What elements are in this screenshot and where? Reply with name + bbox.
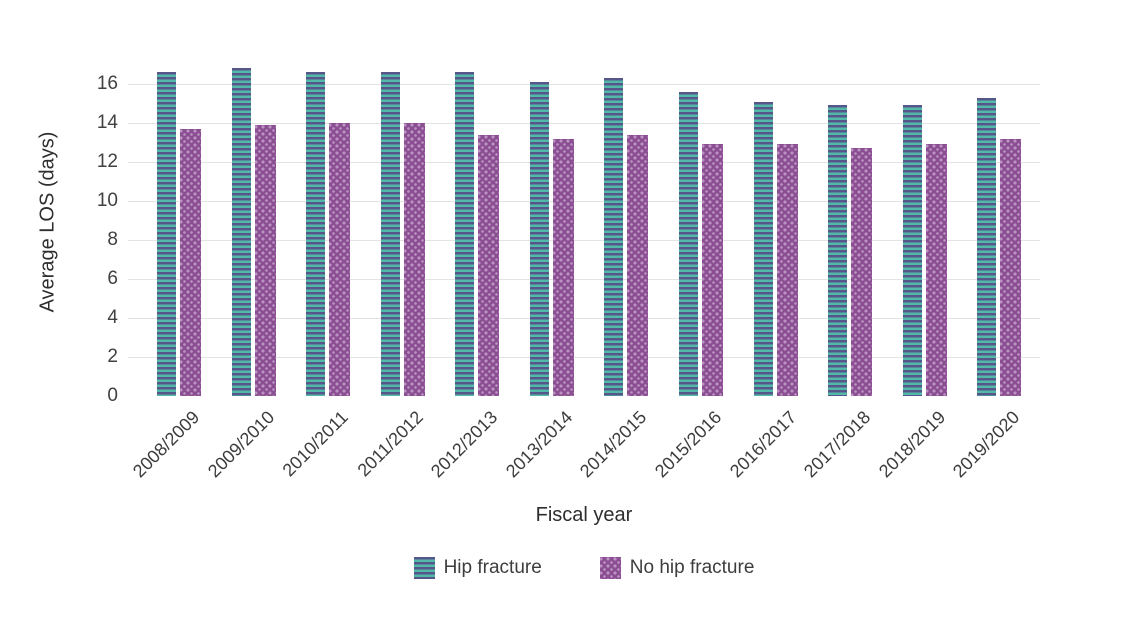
bar-no-hip-fracture-2013/2014 [552,138,574,396]
x-tick-label: 2015/2016 [650,407,726,482]
x-tick-label: 2013/2014 [501,407,577,482]
x-axis-title: Fiscal year [535,504,633,526]
gridline-y-8 [128,240,1040,241]
y-tick-label: 2 [107,346,118,367]
bar-no-hip-fracture-2012/2013 [478,134,500,396]
x-tick-label: 2019/2020 [949,407,1024,482]
bar-hip-fracture-2010/2011 [306,72,326,396]
bar-no-hip-fracture-2014/2015 [627,134,649,396]
bar-no-hip-fracture-2019/2020 [1000,138,1022,396]
legend-swatch-icon [599,557,621,579]
bar-no-hip-fracture-2010/2011 [329,123,351,396]
legend: Hip fracture No hip fracture [128,557,1040,579]
gridline-y-10 [128,201,1040,202]
x-tick-label: 2012/2013 [427,407,502,482]
x-tick-label: 2014/2015 [576,407,651,482]
x-tick-label: 2011/2012 [353,407,427,481]
y-tick-label: 10 [96,190,118,211]
gridline-y-2 [128,357,1040,358]
bar-hip-fracture-2012/2013 [455,72,475,396]
bar-hip-fracture-2015/2016 [679,91,699,396]
x-tick-label: 2016/2017 [725,407,800,482]
y-tick-label: 6 [107,268,118,289]
y-tick-label: 4 [107,307,118,328]
y-tick-label: 14 [96,112,118,133]
bar-no-hip-fracture-2016/2017 [776,144,798,396]
x-axis-line [128,396,1040,398]
x-tick-label: 2018/2019 [874,407,949,482]
y-tick-label: 8 [107,229,118,250]
y-tick-label: 16 [96,73,118,94]
bar-no-hip-fracture-2018/2019 [925,144,947,396]
x-tick-label: 2008/2009 [128,407,204,482]
bar-hip-fracture-2016/2017 [753,101,773,396]
bar-no-hip-fracture-2015/2016 [702,144,724,396]
bar-hip-fracture-2009/2010 [231,68,251,396]
gridline-y-6 [128,279,1040,280]
legend-item-no-hip-fracture: No hip fracture [599,557,755,579]
bar-hip-fracture-2017/2018 [828,105,848,396]
bar-no-hip-fracture-2008/2009 [180,128,201,396]
bar-no-hip-fracture-2011/2012 [403,123,425,396]
bar-no-hip-fracture-2017/2018 [851,148,873,396]
x-tick-label: 2010/2011 [278,407,353,481]
bar-hip-fracture-2011/2012 [380,72,400,396]
y-tick-label: 0 [107,385,118,406]
bar-hip-fracture-2013/2014 [529,82,549,396]
legend-swatch-icon [413,557,435,579]
gridline-y-16 [128,84,1040,85]
bar-hip-fracture-2019/2020 [977,97,997,396]
y-tick-label: 12 [96,151,118,172]
gridline-y-12 [128,162,1040,163]
x-tick-label: 2017/2018 [800,407,875,482]
gridline-y-14 [128,123,1040,124]
x-tick-label: 2009/2010 [203,407,278,482]
bar-no-hip-fracture-2009/2010 [254,124,276,396]
gridline-y-4 [128,318,1040,319]
bar-hip-fracture-2018/2019 [902,105,922,396]
legend-label: Hip fracture [443,557,542,578]
bar-hip-fracture-2014/2015 [604,78,624,396]
legend-item-hip-fracture: Hip fracture [413,557,542,579]
legend-label: No hip fracture [629,557,755,578]
bar-hip-fracture-2008/2009 [157,72,176,396]
